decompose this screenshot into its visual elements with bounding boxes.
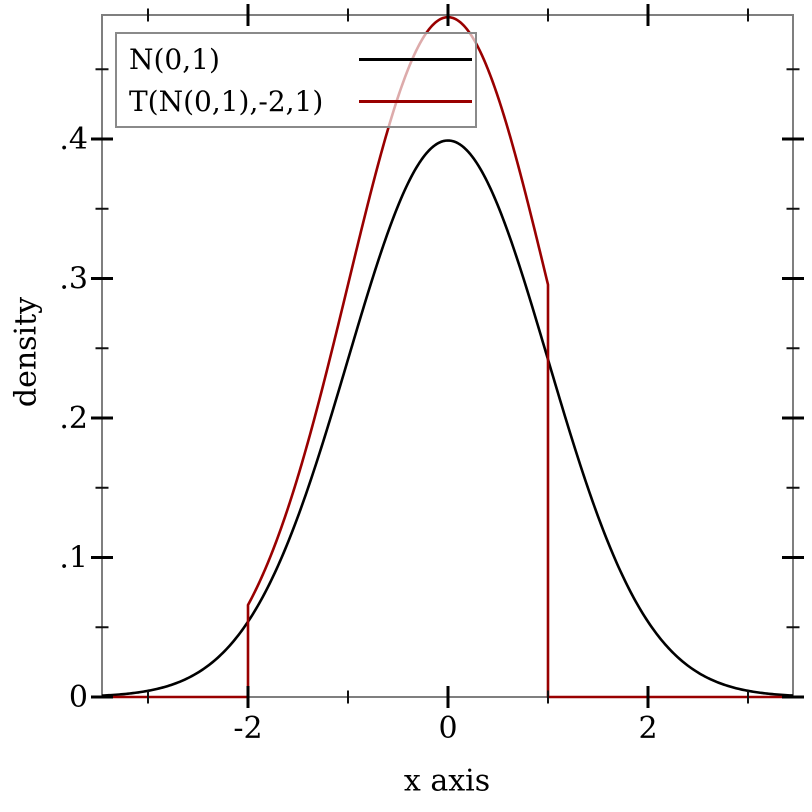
x-tick-label: 2 (638, 711, 657, 746)
x-tick-label: 0 (438, 711, 457, 746)
y-tick-label: 0 (69, 680, 88, 715)
legend-item-label: N(0,1) (129, 42, 220, 76)
x-axis-title: x axis (403, 763, 491, 799)
legend-item-line-sample (359, 99, 472, 103)
y-tick-label: .1 (59, 541, 88, 576)
x-tick-label: -2 (233, 711, 262, 746)
y-tick-label: .2 (59, 401, 88, 436)
legend-item: N(0,1) (117, 43, 475, 76)
y-tick-label: .3 (59, 262, 88, 297)
legend-item: T(N(0,1),-2,1) (117, 85, 475, 118)
curve-normal (101, 139, 794, 697)
y-tick-label: .4 (59, 122, 88, 157)
legend: N(0,1) T(N(0,1),-2,1) (115, 32, 477, 128)
legend-item-label: T(N(0,1),-2,1) (129, 84, 324, 118)
y-axis-title: density (8, 296, 44, 408)
legend-item-line-sample (359, 57, 472, 61)
